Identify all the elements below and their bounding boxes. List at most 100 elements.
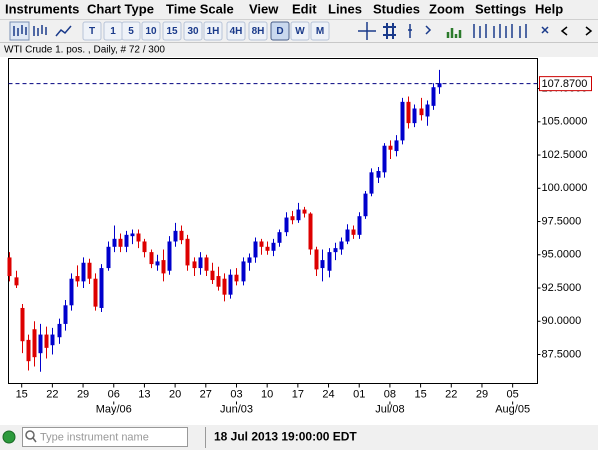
timeframe-button[interactable] bbox=[121, 21, 141, 41]
x-tick-label: 15 bbox=[414, 388, 426, 400]
candle-body bbox=[425, 104, 430, 117]
line-chart-icon[interactable] bbox=[55, 25, 72, 37]
scroll-arrows[interactable] bbox=[560, 26, 593, 36]
candle-body bbox=[228, 274, 233, 295]
candle-body bbox=[130, 233, 135, 237]
x-tick-label: 03 bbox=[230, 388, 242, 400]
candle-body bbox=[20, 307, 25, 342]
x-tick-label: 27 bbox=[200, 388, 212, 400]
toolbar: T 1 5 10 15 30 1H 4H 8H D W M bbox=[82, 21, 330, 41]
candle-body bbox=[259, 241, 264, 247]
timeframe-button[interactable] bbox=[226, 21, 246, 41]
close-icon[interactable] bbox=[541, 26, 549, 34]
candle-body bbox=[437, 83, 442, 88]
x-tick-label: 17 bbox=[292, 388, 304, 400]
candle-body bbox=[142, 241, 147, 253]
y-tick-label: 95.0000 bbox=[542, 249, 582, 261]
candle-body bbox=[320, 260, 325, 269]
candle-body bbox=[234, 274, 239, 282]
icon[interactable] bbox=[33, 25, 47, 36]
candle-body bbox=[81, 262, 86, 282]
chart-type-icons[interactable] bbox=[9, 21, 72, 41]
candle-body bbox=[241, 261, 246, 282]
candle-body bbox=[388, 145, 393, 150]
grid-icon[interactable] bbox=[383, 23, 396, 39]
candle-body bbox=[376, 171, 381, 178]
timeframe-label[interactable]: 1H bbox=[207, 26, 220, 37]
timeframe-button[interactable] bbox=[270, 21, 290, 41]
candle-body bbox=[167, 241, 172, 271]
candle-body bbox=[106, 246, 111, 269]
candle-body bbox=[284, 217, 289, 233]
candle-body bbox=[185, 238, 190, 266]
menu-item[interactable]: Settings bbox=[475, 1, 526, 16]
candle-body bbox=[87, 262, 92, 279]
menu-item[interactable]: Edit bbox=[292, 1, 317, 16]
study-icon[interactable] bbox=[408, 24, 412, 38]
timeframe-label[interactable]: 8H bbox=[252, 26, 265, 37]
crosshair-icon[interactable] bbox=[358, 22, 376, 40]
timeframe-button[interactable] bbox=[82, 21, 102, 41]
last-price-label: 107.8700 bbox=[542, 78, 588, 90]
menu-item[interactable]: Chart Type bbox=[87, 1, 154, 16]
x-tick-label: 06 bbox=[108, 388, 120, 400]
x-tick-label: 24 bbox=[322, 388, 334, 400]
candle-body bbox=[216, 276, 221, 287]
y-tick-label: 87.5000 bbox=[542, 348, 582, 360]
study-icon[interactable] bbox=[425, 25, 432, 35]
timeframe-button[interactable] bbox=[162, 21, 182, 41]
chart-title: WTI Crude 1. pos. , Daily, # 72 / 300 bbox=[4, 45, 165, 56]
zoom-icons[interactable] bbox=[473, 24, 527, 38]
candle-body bbox=[265, 246, 270, 251]
menu-item[interactable]: Studies bbox=[373, 1, 420, 16]
menu-item[interactable]: Zoom bbox=[429, 1, 464, 16]
icon bbox=[13, 25, 27, 36]
candle-body bbox=[118, 238, 123, 247]
candle-body bbox=[314, 249, 319, 270]
month-label: Jun/03 bbox=[220, 403, 253, 415]
volume-icon[interactable] bbox=[446, 28, 462, 38]
y-tick-label: 90.0000 bbox=[542, 315, 582, 327]
y-tick-label: 105.0000 bbox=[542, 116, 588, 128]
menu-item[interactable]: View bbox=[249, 1, 279, 16]
candle-body bbox=[271, 242, 276, 251]
candle-body bbox=[400, 101, 405, 141]
timeframe-label[interactable]: 5 bbox=[128, 26, 134, 37]
candle-body bbox=[327, 252, 332, 271]
y-tick-label: 92.5000 bbox=[542, 282, 582, 294]
timeframe-label[interactable]: T bbox=[89, 26, 95, 37]
timeframe-label[interactable]: 30 bbox=[187, 26, 199, 37]
status-datetime: 18 Jul 2013 19:00:00 EDT bbox=[214, 430, 357, 444]
x-tick-label: 29 bbox=[77, 388, 89, 400]
timeframe-label[interactable]: D bbox=[276, 26, 283, 37]
timeframe-button[interactable] bbox=[310, 21, 330, 41]
search-box[interactable] bbox=[22, 427, 188, 447]
timeframe-label[interactable]: 10 bbox=[145, 26, 157, 37]
menu-item[interactable]: Lines bbox=[328, 1, 362, 16]
menu-item[interactable]: Instruments bbox=[5, 1, 79, 16]
candle-body bbox=[192, 261, 197, 269]
candle-body bbox=[431, 87, 436, 106]
timeframe-button[interactable] bbox=[203, 21, 223, 41]
timeframe-button[interactable] bbox=[248, 21, 268, 41]
candle-body bbox=[124, 234, 129, 247]
timeframe-label[interactable]: W bbox=[295, 26, 305, 37]
candle-body bbox=[112, 238, 117, 247]
x-tick-label: 22 bbox=[46, 388, 58, 400]
timeframe-label[interactable]: 1 bbox=[110, 26, 116, 37]
timeframe-label[interactable]: M bbox=[316, 26, 324, 37]
timeframe-label[interactable]: 4H bbox=[230, 26, 243, 37]
timeframe-button[interactable] bbox=[183, 21, 203, 41]
month-label: Aug/05 bbox=[495, 403, 530, 415]
candle-body bbox=[247, 257, 252, 263]
search-placeholder: Type instrument name bbox=[40, 431, 149, 443]
timeframe-button[interactable] bbox=[141, 21, 161, 41]
search-icon bbox=[25, 430, 35, 440]
menu-item[interactable]: Help bbox=[535, 1, 563, 16]
timeframe-button[interactable] bbox=[290, 21, 310, 41]
candle-body bbox=[339, 241, 344, 250]
menu-item[interactable]: Time Scale bbox=[166, 1, 234, 16]
tool-icons[interactable] bbox=[358, 22, 593, 40]
timeframe-label[interactable]: 15 bbox=[166, 26, 178, 37]
